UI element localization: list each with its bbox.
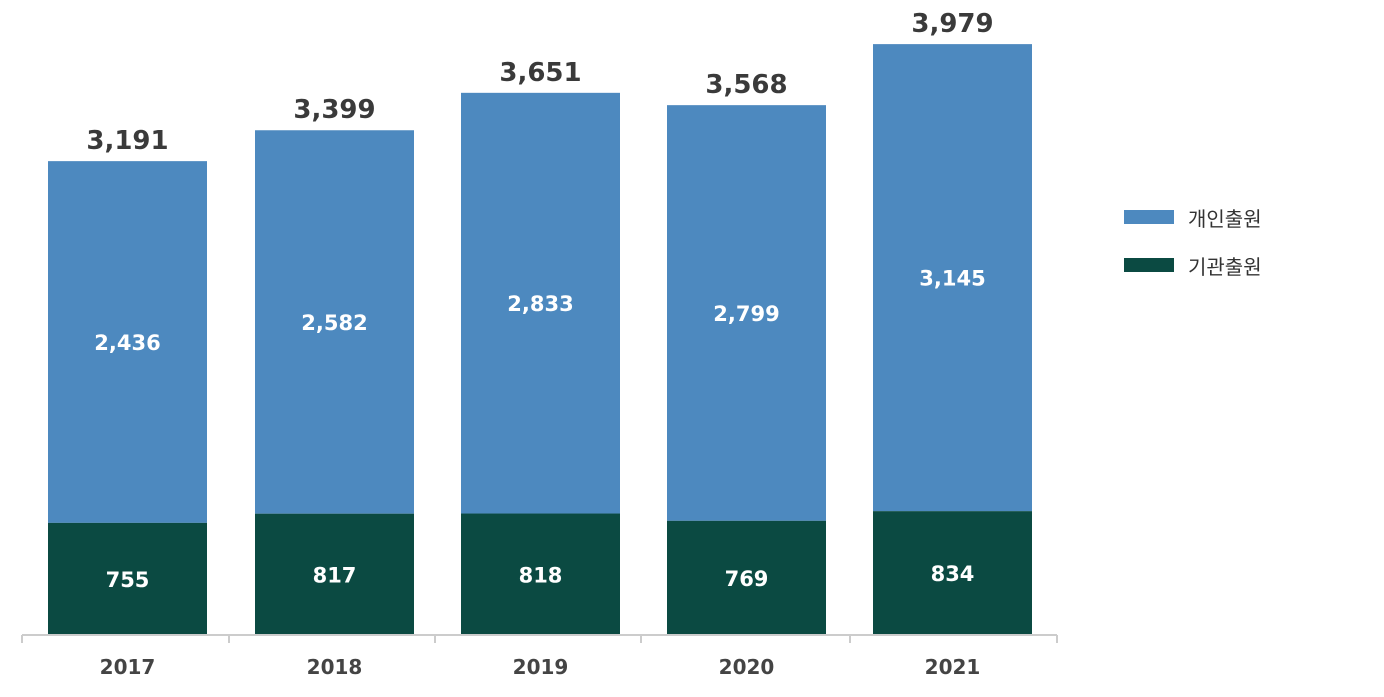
- x-tick-label-2018: 2018: [307, 655, 363, 679]
- bar-individual-2018: [255, 130, 414, 514]
- bars-group: [48, 44, 1032, 635]
- segment-label-individual-2017: 2,436: [94, 331, 160, 355]
- segment-label-individual-2021: 3,145: [919, 267, 985, 291]
- segment-label-individual-2018: 2,582: [301, 311, 367, 335]
- bar-individual-2020: [667, 105, 826, 521]
- bar-individual-2019: [461, 92, 620, 514]
- legend-label-individual: 개인출원: [1188, 206, 1262, 231]
- bar-institution-2020: [667, 520, 826, 635]
- total-label-2020: 3,568: [705, 70, 787, 100]
- bar-institution-2021: [873, 511, 1032, 635]
- x-tick-label-2019: 2019: [513, 655, 569, 679]
- legend-swatch-institution: [1124, 258, 1174, 272]
- segment-label-institution-2017: 755: [106, 568, 150, 592]
- legend-item-institution: 기관출원: [1124, 253, 1262, 279]
- segment-label-individual-2020: 2,799: [713, 302, 779, 326]
- x-tick-label-2017: 2017: [100, 655, 156, 679]
- total-label-2018: 3,399: [293, 95, 375, 125]
- legend-item-individual: 개인출원: [1124, 205, 1262, 231]
- segment-label-institution-2018: 817: [313, 563, 357, 587]
- x-axis: 2017 2018 2019 2020 2021: [21, 634, 1058, 679]
- bar-institution-2017: [48, 522, 207, 635]
- segment-label-institution-2020: 769: [725, 567, 769, 591]
- bar-individual-2021: [873, 44, 1032, 512]
- labels-group: 2,436 755 3,191 2,582 817 3,399 2,833 818 3,651 2…: [86, 9, 993, 592]
- x-tick-label-2020: 2020: [719, 655, 775, 679]
- bar-institution-2019: [461, 513, 620, 635]
- legend: 개인출원 기관출원: [1124, 205, 1262, 301]
- bar-individual-2017: [48, 161, 207, 523]
- bar-institution-2018: [255, 513, 414, 635]
- x-tick-label-2021: 2021: [925, 655, 981, 679]
- segment-label-individual-2019: 2,833: [507, 292, 573, 316]
- legend-label-institution: 기관출원: [1188, 254, 1262, 279]
- segment-label-institution-2021: 834: [931, 562, 975, 586]
- legend-swatch-individual: [1124, 210, 1174, 224]
- total-label-2019: 3,651: [499, 58, 581, 88]
- total-label-2021: 3,979: [911, 9, 993, 39]
- segment-label-institution-2019: 818: [519, 563, 563, 587]
- total-label-2017: 3,191: [86, 126, 168, 156]
